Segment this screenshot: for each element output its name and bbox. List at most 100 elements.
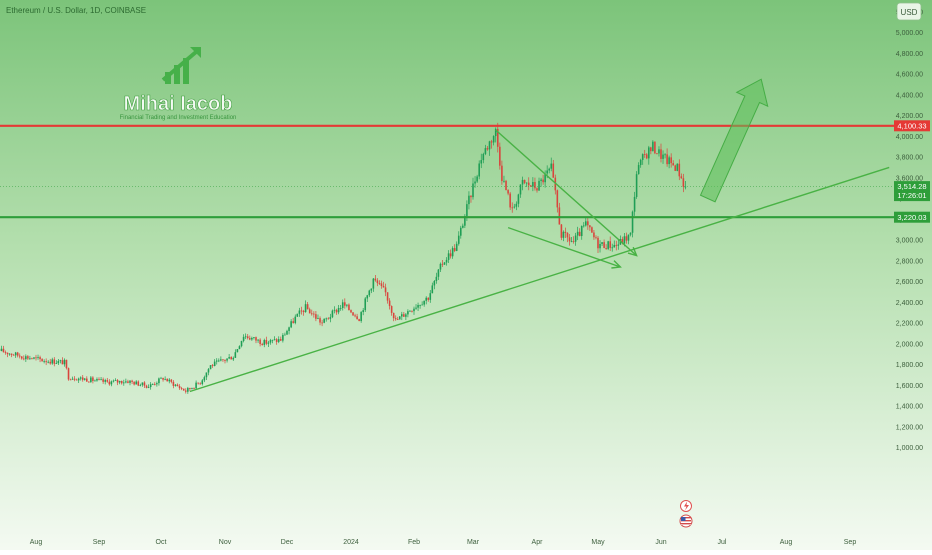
projection-arrow[interactable] — [699, 78, 769, 203]
candle-body — [401, 314, 403, 317]
time-axis[interactable]: Aug Sep Oct Nov Dec 2024 Feb Mar Apr May Jun Jul Aug… — [30, 539, 857, 546]
candle-body — [288, 327, 290, 331]
candle-body — [546, 170, 548, 174]
candle-body — [468, 195, 470, 205]
candle-body — [207, 369, 210, 373]
watermark-tagline: Financial Trading and Investment Educati… — [120, 115, 237, 121]
candle-body — [574, 235, 577, 242]
candle-body — [37, 357, 39, 358]
price-tick-label: 4,000.00 — [896, 134, 923, 141]
currency-button[interactable]: USD — [896, 2, 922, 21]
candle-body — [73, 378, 76, 380]
candle-body — [580, 226, 583, 237]
candle-body — [627, 234, 630, 241]
candle-body — [457, 235, 460, 244]
candle-body — [413, 308, 415, 312]
time-tick-label: Aug — [30, 539, 43, 546]
candle-body — [474, 181, 476, 184]
drawing-overlays[interactable] — [0, 78, 894, 393]
price-tick-label: 3,600.00 — [896, 175, 923, 182]
time-tick-label: Dec — [281, 539, 294, 546]
candle-body — [613, 244, 616, 248]
candle-body — [176, 384, 179, 387]
candle-body — [544, 173, 546, 183]
candle-body — [18, 355, 21, 357]
candle-body — [523, 179, 526, 183]
candle-body — [170, 379, 173, 382]
candle-body — [261, 343, 263, 345]
candle-body — [480, 160, 483, 164]
candle-body — [676, 163, 679, 171]
candle-body — [662, 154, 664, 159]
candle-body — [645, 154, 648, 159]
candle-body — [8, 353, 11, 355]
candle-body — [478, 163, 480, 177]
watermark-name: Mihai Iacob — [124, 93, 233, 115]
candle-body — [65, 359, 68, 369]
candle-body — [12, 354, 15, 356]
candle-body — [595, 237, 597, 239]
candle-body — [57, 360, 60, 364]
candle-body — [680, 176, 683, 179]
candle-body — [43, 361, 45, 363]
candle-body — [611, 247, 614, 249]
support-badge: 3,220.03 — [894, 211, 930, 223]
candle-body — [164, 378, 166, 380]
candle-body — [419, 304, 421, 306]
candle-body — [98, 379, 100, 380]
candle-body — [362, 310, 364, 313]
candle-body — [118, 380, 121, 383]
candle-body — [290, 321, 292, 328]
descending-resistance-line[interactable] — [495, 129, 638, 257]
candle-body — [129, 380, 131, 383]
candle-body — [339, 307, 342, 309]
candle-body — [601, 242, 603, 244]
current-price-text: 3,514.28 — [897, 182, 926, 191]
candle-body — [417, 305, 419, 308]
candle-body — [585, 221, 587, 226]
growth-chart-icon — [161, 47, 201, 84]
candle-body — [405, 314, 407, 317]
candle-body — [421, 304, 423, 306]
candle-body — [411, 310, 413, 312]
candle-body — [31, 358, 33, 360]
candle-body — [496, 128, 499, 147]
candle-body — [674, 165, 677, 171]
rising-support-trendline[interactable] — [189, 166, 890, 393]
candle-body — [45, 361, 47, 363]
candle-body — [59, 360, 62, 362]
candle-body — [492, 136, 495, 143]
candle-body — [370, 288, 373, 291]
candle-body — [77, 378, 80, 381]
time-tick-label: Apr — [532, 539, 544, 546]
descending-lower-line[interactable] — [507, 226, 621, 268]
candle-body — [486, 148, 489, 150]
candle-body — [92, 377, 94, 382]
candle-body — [587, 221, 589, 226]
time-tick-label: Mar — [467, 539, 480, 546]
candle-body — [654, 141, 656, 154]
lightning-event-icon[interactable] — [680, 500, 692, 512]
candle-body — [269, 340, 272, 343]
candle-body — [133, 381, 135, 385]
candle-body — [607, 241, 609, 249]
candle-body — [71, 378, 74, 380]
descending-lower-arrowhead — [611, 260, 622, 269]
candle-body — [139, 384, 142, 386]
candle-body — [530, 185, 532, 187]
candle-body — [280, 339, 282, 341]
candle-body — [141, 382, 144, 385]
candle-body — [263, 340, 266, 345]
us-flag-event-icon[interactable] — [679, 514, 693, 528]
candle-body — [488, 141, 491, 150]
candle-body — [358, 319, 360, 322]
candle-body — [629, 232, 632, 235]
candle-body — [47, 361, 49, 363]
candle-body — [591, 227, 593, 233]
candle-body — [259, 339, 261, 344]
candle-body — [236, 349, 239, 353]
candle-body — [151, 383, 154, 385]
candle-body — [6, 352, 9, 355]
candle-body — [641, 154, 644, 160]
